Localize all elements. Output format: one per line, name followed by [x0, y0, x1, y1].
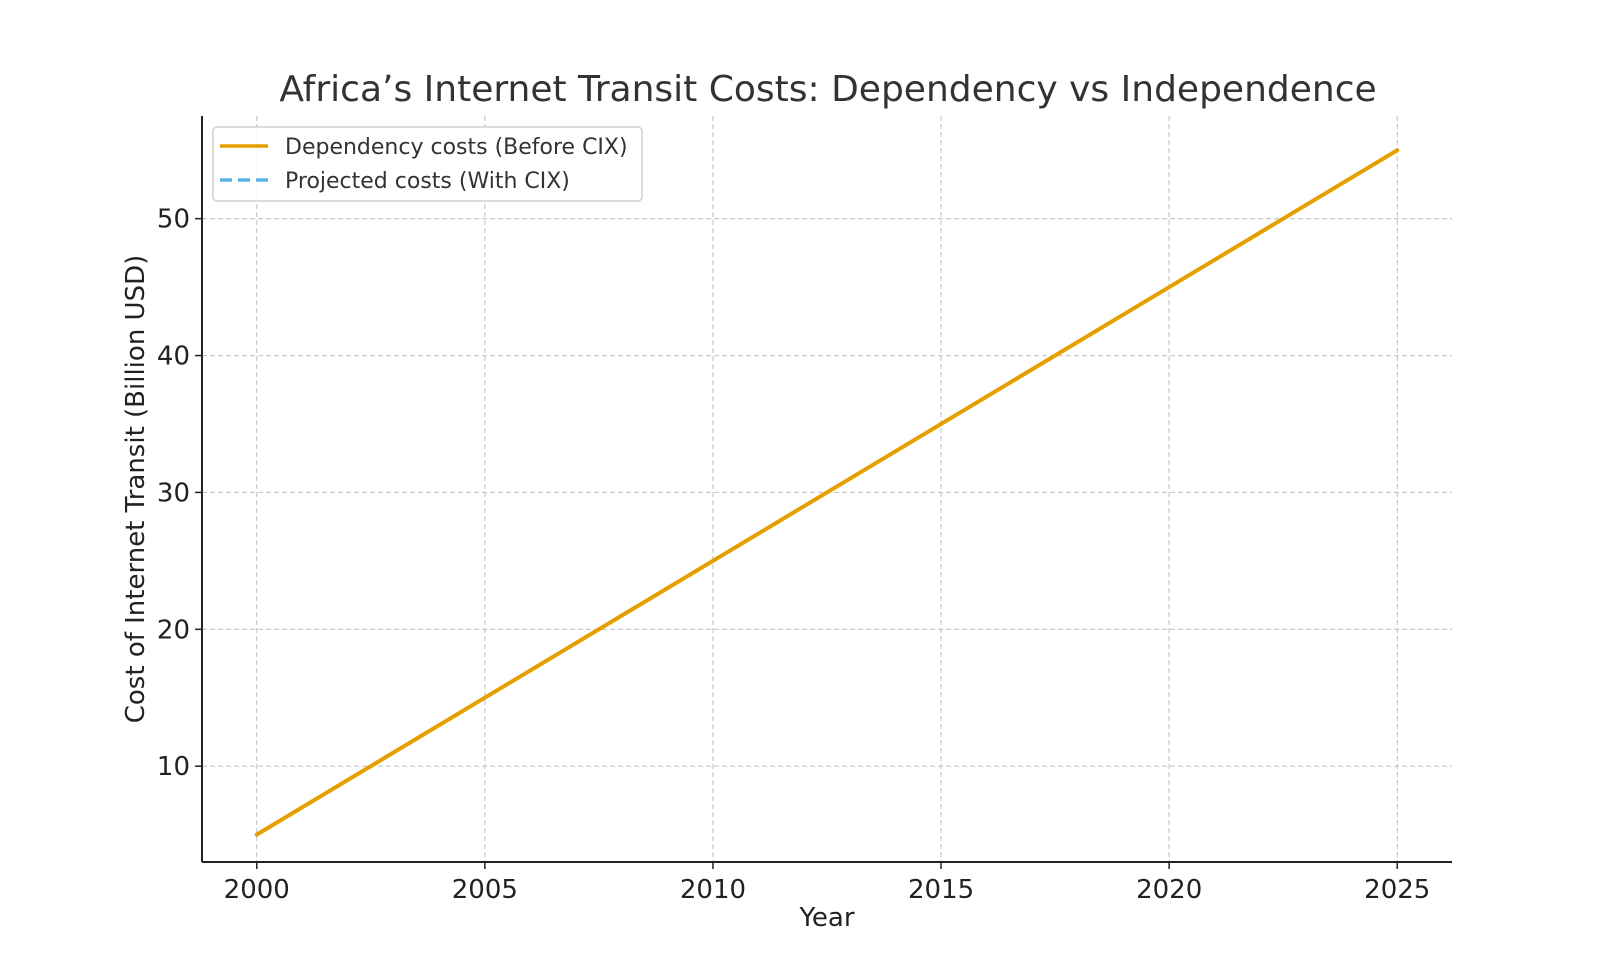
x-tick-label-2000: 2000	[224, 875, 290, 905]
legend-label-dependency: Dependency costs (Before CIX)	[285, 135, 628, 160]
y-tick-label-40: 40	[157, 342, 190, 372]
legend: Dependency costs (Before CIX) Projected …	[212, 126, 643, 202]
chart-title: Africa’s Internet Transit Costs: Depende…	[279, 69, 1376, 110]
x-tick-label-2020: 2020	[1136, 875, 1202, 905]
y-tick-label-50: 50	[157, 205, 190, 235]
series-layer	[254, 148, 1400, 837]
x-tick-label-2005: 2005	[452, 875, 518, 905]
y-tick-label-20: 20	[157, 615, 190, 645]
y-tick-label-10: 10	[157, 752, 190, 782]
series-line-0	[254, 148, 1400, 837]
x-tick-label-2010: 2010	[680, 875, 746, 905]
x-tick-label-2015: 2015	[908, 875, 974, 905]
x-tick-label-2025: 2025	[1364, 875, 1430, 905]
tick-layer: 2000 2005 2010 2015 2020 2025 10 20 30 40 50	[157, 205, 1430, 905]
grid-layer	[202, 116, 1452, 862]
y-axis-label: Cost of Internet Transit (Billion USD)	[121, 255, 151, 724]
legend-label-projected: Projected costs (With CIX)	[285, 169, 570, 194]
legend-box	[212, 126, 643, 202]
y-tick-label-30: 30	[157, 478, 190, 508]
x-axis-label: Year	[798, 903, 854, 933]
